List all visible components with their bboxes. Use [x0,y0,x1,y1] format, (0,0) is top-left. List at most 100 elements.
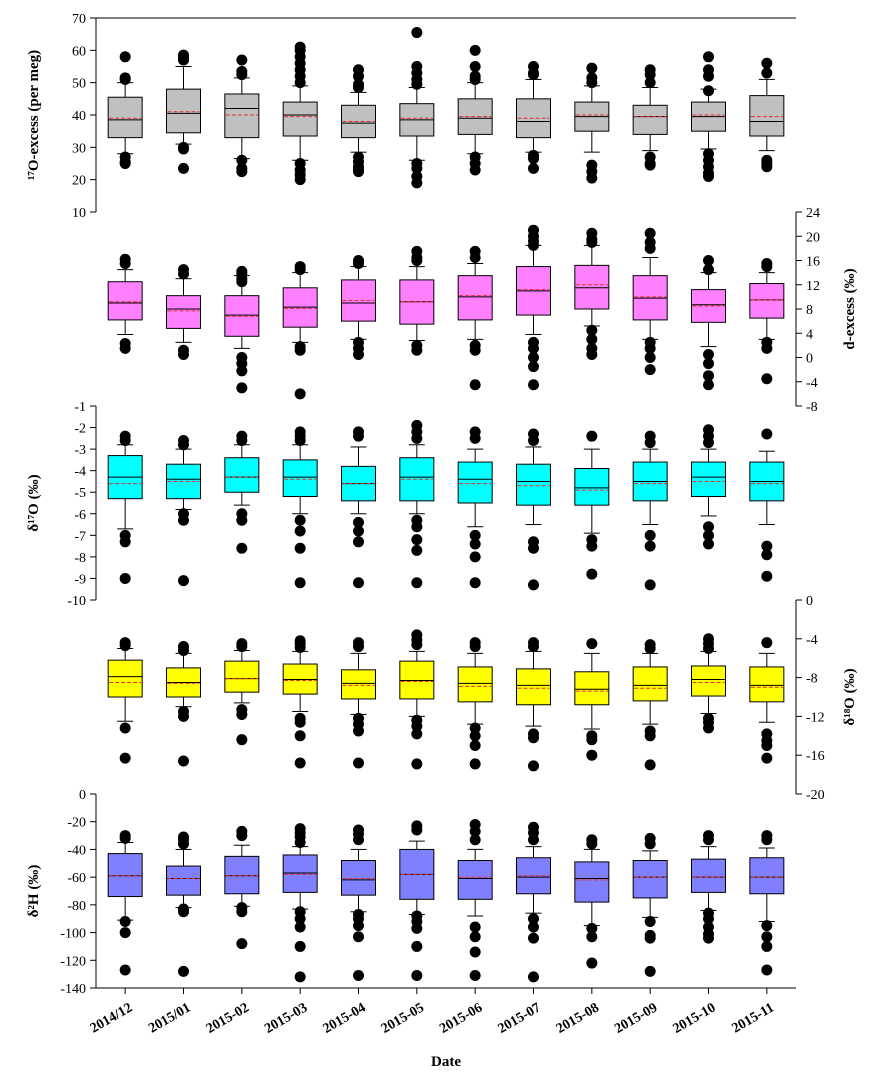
box-d18o-4 [341,637,376,769]
box-d17o-7 [516,428,551,591]
y-tick-label-o17excess: 30 [72,141,86,156]
outlier-point [411,544,423,556]
outlier-point [353,641,364,653]
y-tick-label-d17o: -7 [74,529,86,544]
outlier-point [236,542,248,554]
box-d17o-1 [166,434,201,587]
box-d18o-2 [224,638,260,746]
y-tick-label-d17o: -6 [74,508,86,523]
outlier-point [528,162,539,174]
outlier-point [119,832,131,844]
outlier-point [528,153,539,165]
outlier-point [294,971,306,983]
box-o17excess-4 [341,64,376,178]
outlier-point [761,637,773,649]
outlier-point [644,932,656,944]
outlier-point [703,170,714,182]
y-tick-label-d2h: -120 [60,954,86,969]
box-body [457,461,493,504]
outlier-point [411,940,423,952]
box-d2h-0 [107,830,143,976]
box-d18o-6 [457,637,493,770]
y-tick-label-o17excess: 20 [72,174,86,189]
box-d17o-11 [749,428,785,582]
box-body [107,853,143,898]
box-body [749,666,785,703]
box-d17o-6 [457,426,493,589]
box-dexcess-1 [166,264,201,360]
y-tick-label-dexcess: 12 [806,279,820,294]
outlier-point [236,54,248,66]
outlier-point [469,722,481,734]
box-body [574,264,610,310]
outlier-point [294,921,306,933]
outlier-point [411,255,423,266]
outlier-point [294,434,306,446]
outlier-point [586,236,598,248]
outlier-point [703,932,714,944]
outlier-point [236,154,248,166]
box-d18o-1 [166,641,201,767]
y-tick-label-o17excess: 40 [72,109,86,124]
outlier-point [703,379,714,391]
outlier-point [586,922,598,934]
box-d18o-3 [282,635,318,769]
outlier-point [294,940,306,952]
box-d18o-11 [749,637,785,764]
box-o17excess-8 [574,62,610,184]
outlier-point [761,428,773,440]
box-d17o-10 [691,424,726,550]
outlier-point [644,759,656,771]
outlier-point [469,641,481,653]
y-tick-label-dexcess: 0 [806,352,813,367]
outlier-point [761,373,773,385]
outlier-point [236,734,248,746]
outlier-point [586,430,598,442]
box-body [166,295,201,329]
box-body [632,666,668,702]
y-tick-label-d2h: -80 [67,899,86,914]
box-o17excess-3 [282,41,318,186]
outlier-point [178,143,189,155]
outlier-point [178,906,189,918]
outlier-point [761,570,773,582]
outlier-point [411,970,423,982]
outlier-point [411,639,423,651]
outlier-point [119,434,131,446]
outlier-point [411,521,423,533]
outlier-point [528,971,539,983]
boxplot-layer [107,27,785,983]
outlier-point [703,70,714,82]
box-d18o-10 [691,633,726,734]
y-tick-label-dexcess: 4 [806,327,813,342]
box-dexcess-10 [691,255,726,391]
y-tick-label-d17o: -4 [74,465,86,480]
outlier-point [353,536,364,548]
outlier-point [586,62,598,74]
outlier-point [411,922,423,934]
box-o17excess-2 [224,54,260,178]
outlier-point [469,758,481,770]
outlier-point [411,177,423,189]
outlier-point [528,434,539,446]
box-d2h-10 [691,830,726,944]
y-tick-label-dexcess: -4 [806,376,818,391]
x-tick-label: 2015-06 [437,1000,485,1036]
outlier-point [119,927,131,939]
y-tick-label-dexcess: -8 [806,400,818,415]
y-tick-label-d18o: -12 [806,710,825,725]
outlier-point [236,708,248,720]
y-tick-label-dexcess: 24 [806,206,820,221]
outlier-point [294,388,306,400]
outlier-point [528,239,539,251]
box-body [516,668,551,706]
y-tick-label-d2h: 0 [79,788,86,803]
box-d2h-1 [166,831,201,977]
y-tick-label-o17excess: 60 [72,44,86,59]
box-o17excess-9 [632,64,668,171]
y-tick-label-d18o: 0 [806,594,813,609]
outlier-point [703,529,714,541]
outlier-point [294,542,306,554]
outlier-point [469,740,481,751]
box-body [282,459,318,498]
